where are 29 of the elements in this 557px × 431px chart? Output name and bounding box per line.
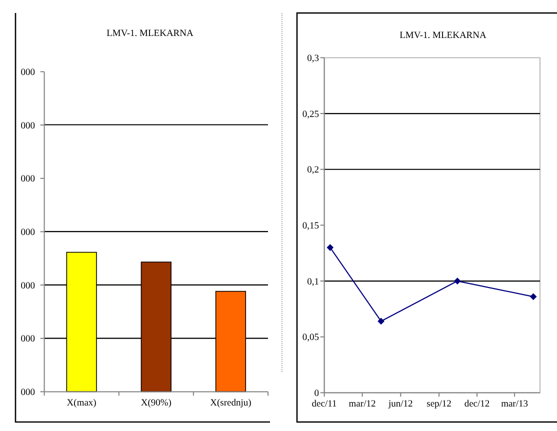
text: 000 (20, 121, 36, 132)
y-tick-label: 0,3 (307, 54, 320, 64)
x-tick-label: sep/12 (426, 400, 452, 410)
y-tick-label: 0,2 (307, 166, 320, 176)
point (326, 244, 334, 251)
y-tick-label: 0,05 (302, 333, 320, 344)
point (454, 278, 461, 284)
text: 000 (20, 228, 36, 238)
x-tick-label: X(90%) (140, 398, 172, 409)
point (530, 293, 537, 300)
x-tick-label: mar/13 (501, 400, 528, 410)
text: 000 (20, 174, 36, 185)
chart-title: LMV-1. MLEKARNA (400, 31, 487, 41)
text: 000 (20, 334, 36, 345)
y-tick-label: 0,1 (307, 277, 320, 288)
y-tick-label: 0 (314, 389, 320, 400)
text: 000 (20, 281, 36, 292)
chart-title: LMV-1. MLEKARNA (106, 29, 194, 39)
y-tick-label: 0,25 (302, 110, 320, 120)
x-tick-label: X(max) (66, 398, 96, 409)
x-tick-label: X(srednju) (210, 398, 252, 409)
text: 000 (20, 388, 36, 398)
x-tick-label: dec/11 (312, 400, 338, 410)
point (378, 318, 384, 325)
x-tick-label: dec/12 (464, 400, 490, 410)
y-tick-label: 0,15 (302, 222, 320, 232)
x-tick-label: jun/12 (388, 400, 414, 410)
x-tick-label: mar/12 (348, 400, 376, 410)
text: 000 (20, 68, 36, 78)
